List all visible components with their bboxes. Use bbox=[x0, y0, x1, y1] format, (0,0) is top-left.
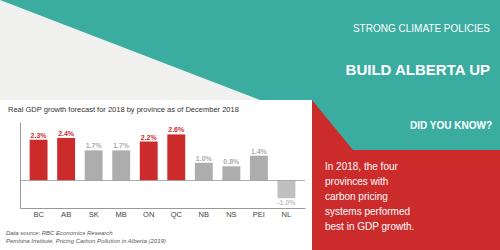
x-tick-label: SK bbox=[89, 210, 99, 219]
x-tick: QC bbox=[171, 208, 183, 219]
bar bbox=[140, 142, 158, 181]
x-tick: NL bbox=[282, 208, 292, 219]
dyk-triangle bbox=[312, 100, 353, 150]
bar bbox=[222, 166, 240, 180]
bar bbox=[195, 163, 213, 181]
data-source: Data source: RBC Economics Research Pembi… bbox=[6, 230, 166, 244]
data-label: 2.6% bbox=[168, 126, 185, 133]
dyk-title: DID YOU KNOW? bbox=[410, 120, 492, 131]
data-labels: 2.3% 2.4% 1.7% 1.7% 2.2% 2.6% 1.0% 0.8% 1.4% -1.0… bbox=[31, 126, 297, 206]
bar bbox=[57, 138, 75, 181]
bar bbox=[167, 134, 185, 180]
x-tick: MB bbox=[116, 208, 127, 219]
bar bbox=[112, 150, 130, 180]
x-tick-label: NL bbox=[282, 210, 292, 219]
y-axis-line bbox=[20, 123, 21, 209]
x-axis: BC AB SK MB ON QC NB NS PEI NL bbox=[21, 208, 306, 219]
x-axis-line bbox=[21, 208, 306, 209]
data-label: -1.0% bbox=[277, 199, 296, 206]
data-label: 1.4% bbox=[251, 148, 268, 155]
header-triangle bbox=[0, 0, 260, 100]
x-tick-label: PEI bbox=[253, 210, 265, 219]
header-banner bbox=[0, 0, 500, 100]
text-line: carbon pricing bbox=[325, 191, 388, 202]
text-line: Data source: RBC Economics Research bbox=[6, 230, 113, 236]
x-tick: PEI bbox=[253, 208, 265, 219]
header-title: BUILD ALBERTA UP bbox=[346, 61, 490, 78]
x-tick-label: QC bbox=[171, 210, 183, 219]
infographic: STRONG CLIMATE POLICIES BUILD ALBERTA UP D… bbox=[0, 0, 500, 250]
x-tick: NB bbox=[199, 208, 209, 219]
x-tick-label: BC bbox=[33, 210, 44, 219]
data-label: 0.8% bbox=[223, 158, 240, 165]
text-line: Pembina Institute, Pricing Carbon Pollut… bbox=[6, 238, 166, 244]
x-tick-label: ON bbox=[143, 210, 154, 219]
zero-line bbox=[20, 180, 305, 181]
y-axis bbox=[20, 123, 21, 209]
bar bbox=[277, 181, 295, 199]
dyk-panel bbox=[312, 150, 500, 250]
chart-title: Real GDP growth forecast for 2018 by pro… bbox=[8, 105, 239, 114]
bar bbox=[30, 140, 48, 181]
x-tick-label: NB bbox=[199, 210, 209, 219]
x-tick: NS bbox=[226, 208, 236, 219]
chart-background bbox=[0, 100, 312, 250]
data-label: 2.3% bbox=[31, 132, 48, 139]
x-tick: BC bbox=[33, 208, 44, 219]
x-tick: SK bbox=[89, 208, 99, 219]
dyk-text: In 2018, the four provinces with carbon pr… bbox=[325, 161, 414, 232]
x-tick: AB bbox=[61, 208, 71, 219]
text-line: In 2018, the four bbox=[325, 161, 399, 172]
header-line: STRONG CLIMATE POLICIES bbox=[353, 23, 490, 34]
data-label: 1.7% bbox=[113, 142, 130, 149]
data-label: 2.4% bbox=[58, 130, 75, 137]
x-tick-label: MB bbox=[116, 210, 127, 219]
data-label: 2.2% bbox=[141, 134, 158, 141]
x-tick-label: NS bbox=[226, 210, 236, 219]
text-line: best in GDP growth. bbox=[325, 221, 414, 232]
x-tick: ON bbox=[143, 208, 154, 219]
dyk-header bbox=[312, 100, 500, 150]
text-line: systems performed bbox=[325, 206, 410, 217]
x-tick-label: AB bbox=[61, 210, 71, 219]
bars bbox=[30, 134, 296, 198]
text-line: provinces with bbox=[325, 176, 388, 187]
data-label: 1.7% bbox=[86, 142, 103, 149]
bar bbox=[85, 150, 103, 180]
bar bbox=[250, 156, 268, 181]
data-label: 1.0% bbox=[196, 155, 213, 162]
